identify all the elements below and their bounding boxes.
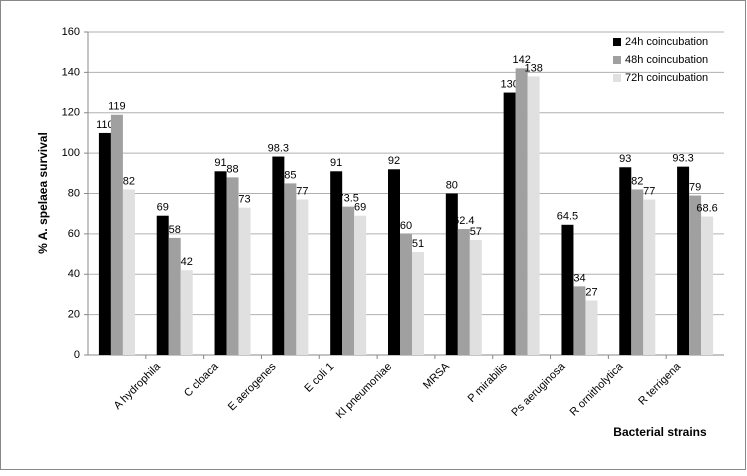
bar <box>272 156 285 355</box>
value-label: 68.6 <box>696 202 717 214</box>
bar <box>619 167 632 355</box>
bar <box>226 177 239 355</box>
value-label: 138 <box>524 62 542 74</box>
bar <box>110 114 123 355</box>
bar <box>238 207 251 355</box>
bar <box>631 189 644 355</box>
bar <box>98 132 111 355</box>
value-label: 73 <box>238 194 250 206</box>
value-label: 60 <box>400 220 412 232</box>
value-label: 92 <box>388 155 400 167</box>
bar <box>296 199 309 355</box>
bar <box>585 300 598 355</box>
value-label: 93.3 <box>672 153 693 165</box>
bar <box>527 76 540 355</box>
bar <box>469 239 482 355</box>
value-label: 80 <box>446 179 458 191</box>
bar <box>156 215 169 355</box>
value-label: 91 <box>330 157 342 169</box>
bar <box>214 171 227 355</box>
value-label: 91 <box>214 157 226 169</box>
bar <box>400 233 412 355</box>
bar <box>284 183 297 355</box>
value-label: 93 <box>619 153 631 165</box>
bar <box>168 237 181 355</box>
value-label: 77 <box>643 185 655 197</box>
value-label: 98.3 <box>268 142 289 154</box>
value-label: 85 <box>284 169 296 181</box>
value-label: 64.5 <box>557 211 578 223</box>
legend-label: 72h coincubation <box>625 72 708 84</box>
legend-swatch <box>613 74 621 82</box>
value-label: 130 <box>500 78 518 90</box>
bar <box>573 286 586 355</box>
value-label: 119 <box>108 101 126 113</box>
bar <box>330 171 343 355</box>
bar <box>689 195 702 355</box>
value-label: 57 <box>470 226 482 238</box>
bar <box>677 166 690 355</box>
y-tick-label: 0 <box>74 349 80 361</box>
value-label: 34 <box>573 272 585 284</box>
value-label: 77 <box>296 185 308 197</box>
y-tick-label: 140 <box>62 66 80 78</box>
bar <box>643 199 656 355</box>
value-label: 142 <box>512 54 530 66</box>
bar <box>515 68 528 356</box>
y-axis-label: % A. spelaea survival <box>36 132 50 254</box>
value-label: 82 <box>631 175 643 187</box>
bar <box>354 215 367 355</box>
value-label: 27 <box>585 286 597 298</box>
x-axis-label: Bacterial strains <box>613 425 707 439</box>
bar <box>561 224 574 355</box>
y-tick-label: 60 <box>68 228 80 240</box>
y-tick-label: 120 <box>62 107 80 119</box>
y-tick-label: 20 <box>68 309 80 321</box>
value-label: 51 <box>412 238 424 250</box>
value-label: 88 <box>226 163 238 175</box>
y-tick-label: 40 <box>68 268 80 280</box>
bar <box>445 193 458 355</box>
legend-label: 24h coincubation <box>625 36 708 48</box>
value-label: 110 <box>96 119 114 131</box>
y-tick-label: 80 <box>68 187 80 199</box>
value-label: 62.4 <box>453 215 474 227</box>
bar <box>457 229 470 355</box>
bar <box>701 216 714 355</box>
y-tick-label: 160 <box>62 26 80 38</box>
bar <box>342 206 355 355</box>
bar <box>412 252 424 355</box>
value-label: 79 <box>689 181 701 193</box>
value-label: 73.5 <box>337 193 358 205</box>
value-label: 69 <box>157 202 169 214</box>
bar <box>122 189 135 355</box>
bar <box>180 270 193 355</box>
legend-swatch <box>613 56 621 64</box>
value-label: 42 <box>181 256 193 268</box>
legend-label: 48h coincubation <box>625 54 708 66</box>
bar <box>503 92 516 355</box>
legend-swatch <box>613 38 621 46</box>
bar <box>388 169 400 355</box>
value-label: 69 <box>354 202 366 214</box>
value-label: 82 <box>123 175 135 187</box>
y-tick-label: 100 <box>62 147 80 159</box>
value-label: 58 <box>169 224 181 236</box>
